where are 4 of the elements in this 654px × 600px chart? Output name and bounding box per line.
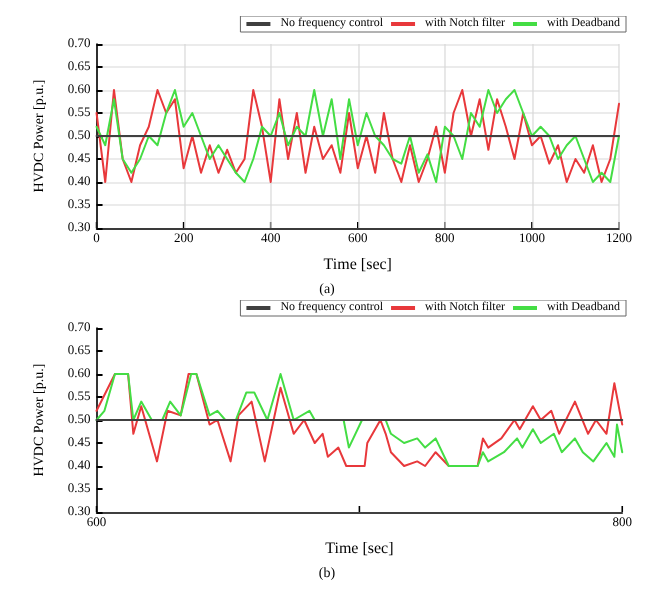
line-series xyxy=(95,89,620,183)
line-series xyxy=(95,373,624,467)
x-axis-title: Time [sec] xyxy=(325,538,395,557)
x-axis-title: Time [sec] xyxy=(323,254,393,273)
